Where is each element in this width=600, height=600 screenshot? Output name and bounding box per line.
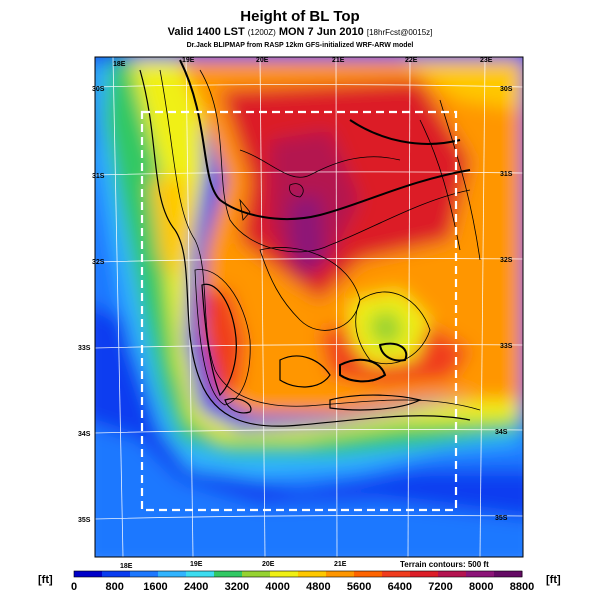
colorbar-swatch bbox=[494, 571, 523, 577]
terrain-contours bbox=[139, 59, 481, 427]
colorbar-tick-label: 3200 bbox=[225, 581, 249, 593]
lon-label-bottom: 18E bbox=[120, 563, 133, 570]
colorbar-swatch bbox=[438, 571, 467, 577]
terrain-contours-note: Terrain contours: 500 ft bbox=[398, 560, 491, 569]
lat-label-right: 34S bbox=[495, 429, 508, 436]
colorbar-tick-label: 4800 bbox=[306, 581, 330, 593]
colorbar-tick-label: 7200 bbox=[428, 581, 452, 593]
colorbar-swatch bbox=[270, 571, 299, 577]
lon-labels-top: 18E 19E 20E 21E 22E 23E bbox=[113, 57, 493, 68]
colorbar-swatch bbox=[354, 571, 383, 577]
lat-label-left: 32S bbox=[92, 259, 105, 266]
colorbar-swatch bbox=[74, 571, 103, 577]
colorbar-tick-labels: 0 800 1600 2400 3200 4000 4800 5600 6400 7200 8000… bbox=[71, 581, 534, 593]
lat-label-right: 31S bbox=[500, 171, 513, 178]
lon-label-bottom: 21E bbox=[334, 561, 347, 568]
colorbar-swatch bbox=[214, 571, 243, 577]
lat-label-left: 35S bbox=[78, 517, 91, 524]
valid-time: Valid 1400 LST bbox=[167, 26, 245, 38]
colorbar-tick-label: 8000 bbox=[469, 581, 493, 593]
lon-label-bottom: 19E bbox=[190, 561, 203, 568]
valid-date: MON 7 Jun 2010 bbox=[278, 26, 364, 38]
lat-labels-left: 30S 31S 32S 33S 34S 35S bbox=[78, 86, 105, 524]
lon-label-top: 19E bbox=[182, 57, 195, 64]
lon-label-top: 18E bbox=[113, 61, 126, 68]
lat-label-right: 33S bbox=[500, 343, 513, 350]
colorbar-tick-label: 800 bbox=[106, 581, 124, 593]
colorbar-unit-left: [ft] bbox=[38, 574, 53, 586]
colorbar-tick-label: 0 bbox=[71, 581, 77, 593]
colorbar-tick-label: 1600 bbox=[143, 581, 167, 593]
chart-subtitle: Valid 1400 LST (1200Z) MON 7 Jun 2010 [1… bbox=[0, 26, 600, 38]
colorbar-swatch bbox=[186, 571, 215, 577]
colorbar-swatch bbox=[130, 571, 159, 577]
colorbar-swatch bbox=[158, 571, 187, 577]
colorbar-swatch bbox=[102, 571, 131, 577]
colorbar-swatch bbox=[410, 571, 439, 577]
bl-height-shading bbox=[95, 57, 523, 557]
colorbar-tick-label: 2400 bbox=[184, 581, 208, 593]
colorbar-swatch bbox=[242, 571, 271, 577]
colorbar-swatch bbox=[326, 571, 355, 577]
lon-label-bottom: 20E bbox=[262, 561, 275, 568]
chart-title: Height of BL Top bbox=[240, 8, 360, 25]
lat-label-right: 32S bbox=[500, 257, 513, 264]
colorbar-swatch bbox=[382, 571, 411, 577]
model-credit: Dr.Jack BLIPMAP from RASP 12km GFS-initi… bbox=[186, 42, 414, 49]
colorbar-tick-label: 4000 bbox=[265, 581, 289, 593]
colorbar-swatch bbox=[466, 571, 495, 577]
lon-label-top: 23E bbox=[480, 57, 493, 64]
lon-labels-bottom: 18E 19E 20E 21E bbox=[120, 561, 347, 570]
forecast-info: [18hrFcst@0015z] bbox=[366, 28, 433, 37]
map-field bbox=[95, 57, 523, 557]
colorbar-tick-label: 6400 bbox=[388, 581, 412, 593]
lon-label-top: 20E bbox=[256, 57, 269, 64]
lat-label-left: 33S bbox=[78, 345, 91, 352]
lon-label-top: 22E bbox=[405, 57, 418, 64]
lon-label-top: 21E bbox=[332, 57, 345, 64]
colorbar-unit-right: [ft] bbox=[546, 574, 561, 586]
colorbar-tick-label: 5600 bbox=[347, 581, 371, 593]
lat-label-right: 30S bbox=[500, 86, 513, 93]
inner-domain-box bbox=[140, 110, 458, 512]
colorbar-outline bbox=[73, 570, 523, 578]
lat-label-left: 34S bbox=[78, 431, 91, 438]
map-frame bbox=[94, 56, 524, 558]
lat-lon-grid bbox=[95, 57, 523, 557]
lat-label-right: 35S bbox=[495, 515, 508, 522]
lat-labels-right: 30S 31S 32S 33S 34S 35S bbox=[495, 86, 513, 522]
colorbar bbox=[73, 570, 523, 578]
lat-label-left: 31S bbox=[92, 173, 105, 180]
colorbar-swatch bbox=[298, 571, 327, 577]
lat-label-left: 30S bbox=[92, 86, 105, 93]
colorbar-tick-label: 8800 bbox=[510, 581, 534, 593]
utc-time: (1200Z) bbox=[247, 28, 276, 37]
